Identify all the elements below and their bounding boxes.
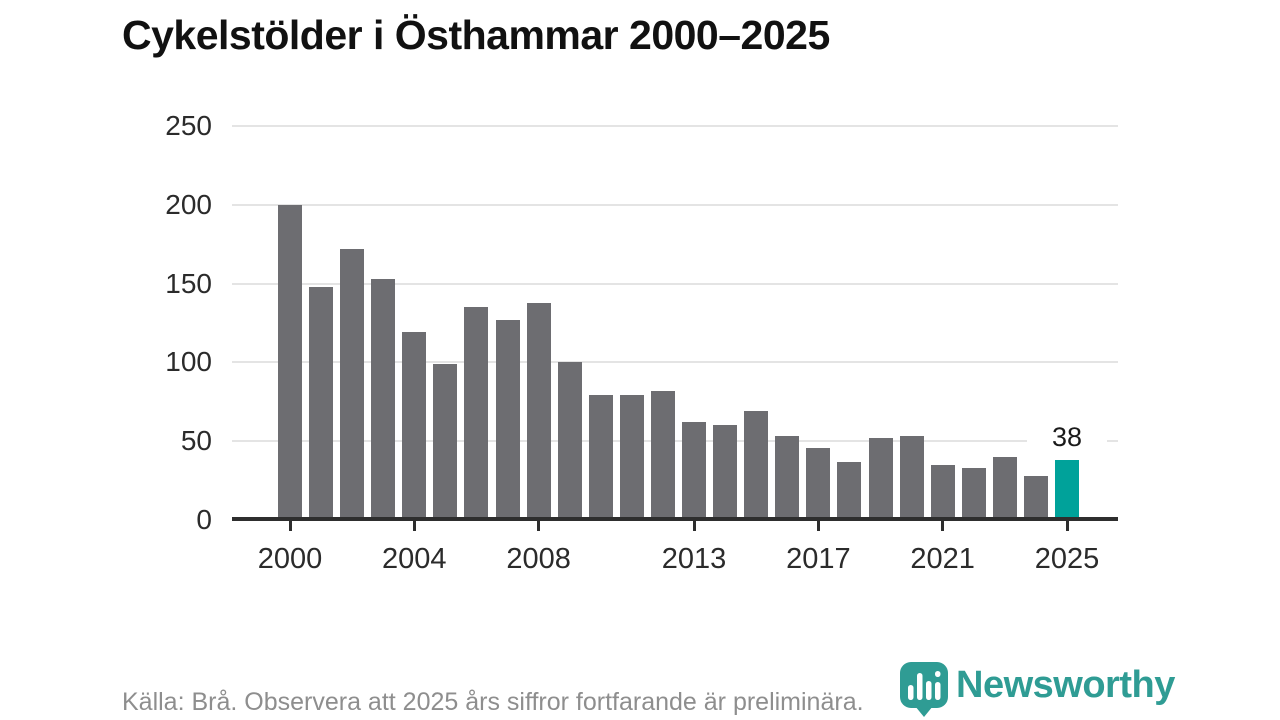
bar-2009: [557, 362, 582, 520]
bar-2012: [650, 390, 675, 520]
x-axis-label: 2021: [910, 543, 975, 575]
newsworthy-chart-bubble-icon: [900, 662, 948, 717]
bar-2025: [1055, 460, 1079, 520]
y-axis-label: 0: [196, 504, 212, 535]
x-axis-tick: [816, 521, 820, 531]
bar-2015: [744, 411, 769, 520]
x-axis-tick: [1065, 521, 1069, 531]
newsworthy-wordmark: Newsworthy: [956, 664, 1175, 706]
gridline-y-50: [232, 440, 1118, 443]
bar-2004: [402, 332, 427, 520]
x-axis-label: 2017: [786, 543, 851, 575]
gridline-y-200: [232, 203, 1118, 206]
x-axis-tick: [288, 521, 292, 531]
bar-2013: [682, 422, 707, 520]
source-note: Källa: Brå. Observera att 2025 års siffr…: [122, 688, 864, 716]
newsworthy-logo: Newsworthy: [898, 660, 1175, 718]
bar-2023: [992, 456, 1017, 520]
bar-2008: [526, 302, 551, 520]
bar-2022: [961, 467, 986, 520]
bar-2003: [371, 278, 396, 520]
x-axis-label: 2000: [257, 543, 323, 575]
x-axis-label: 2013: [661, 543, 727, 575]
y-axis-label: 250: [165, 110, 212, 141]
bar-2024: [1023, 475, 1048, 520]
bar-2020: [899, 436, 924, 520]
bar-2002: [340, 248, 365, 520]
bar-2018: [837, 461, 862, 520]
bar-2005: [433, 363, 458, 520]
bar-2007: [495, 319, 520, 520]
bar-2017: [806, 447, 831, 520]
bar-2000: [278, 204, 302, 520]
chart-title: Cykelstölder i Östhammar 2000–2025: [122, 12, 830, 58]
x-axis-label: 2004: [382, 543, 447, 575]
bar-value-label: 38: [1027, 422, 1107, 454]
x-axis-tick: [537, 521, 541, 531]
y-axis-label: 200: [165, 188, 212, 220]
bar-2016: [775, 436, 800, 520]
x-axis-tick: [412, 521, 416, 531]
bar-2011: [619, 395, 644, 520]
x-axis-label: 2025: [1034, 543, 1100, 575]
x-axis-tick: [941, 521, 945, 531]
bar-2021: [930, 464, 955, 520]
x-axis-label: 2008: [506, 543, 571, 575]
bar-2010: [588, 395, 613, 520]
gridline-y-100: [232, 361, 1118, 364]
bar-2001: [309, 286, 334, 520]
y-axis-label: 100: [165, 346, 212, 378]
y-axis-label: 150: [165, 267, 212, 299]
bar-2006: [464, 307, 489, 520]
gridline-y-150: [232, 282, 1118, 285]
bar-2014: [713, 425, 738, 520]
bar-2019: [868, 438, 893, 520]
x-axis-line: [232, 517, 1118, 521]
y-axis-label: 50: [180, 425, 212, 457]
x-axis-tick: [692, 521, 696, 531]
gridline-y-250: [232, 125, 1118, 127]
